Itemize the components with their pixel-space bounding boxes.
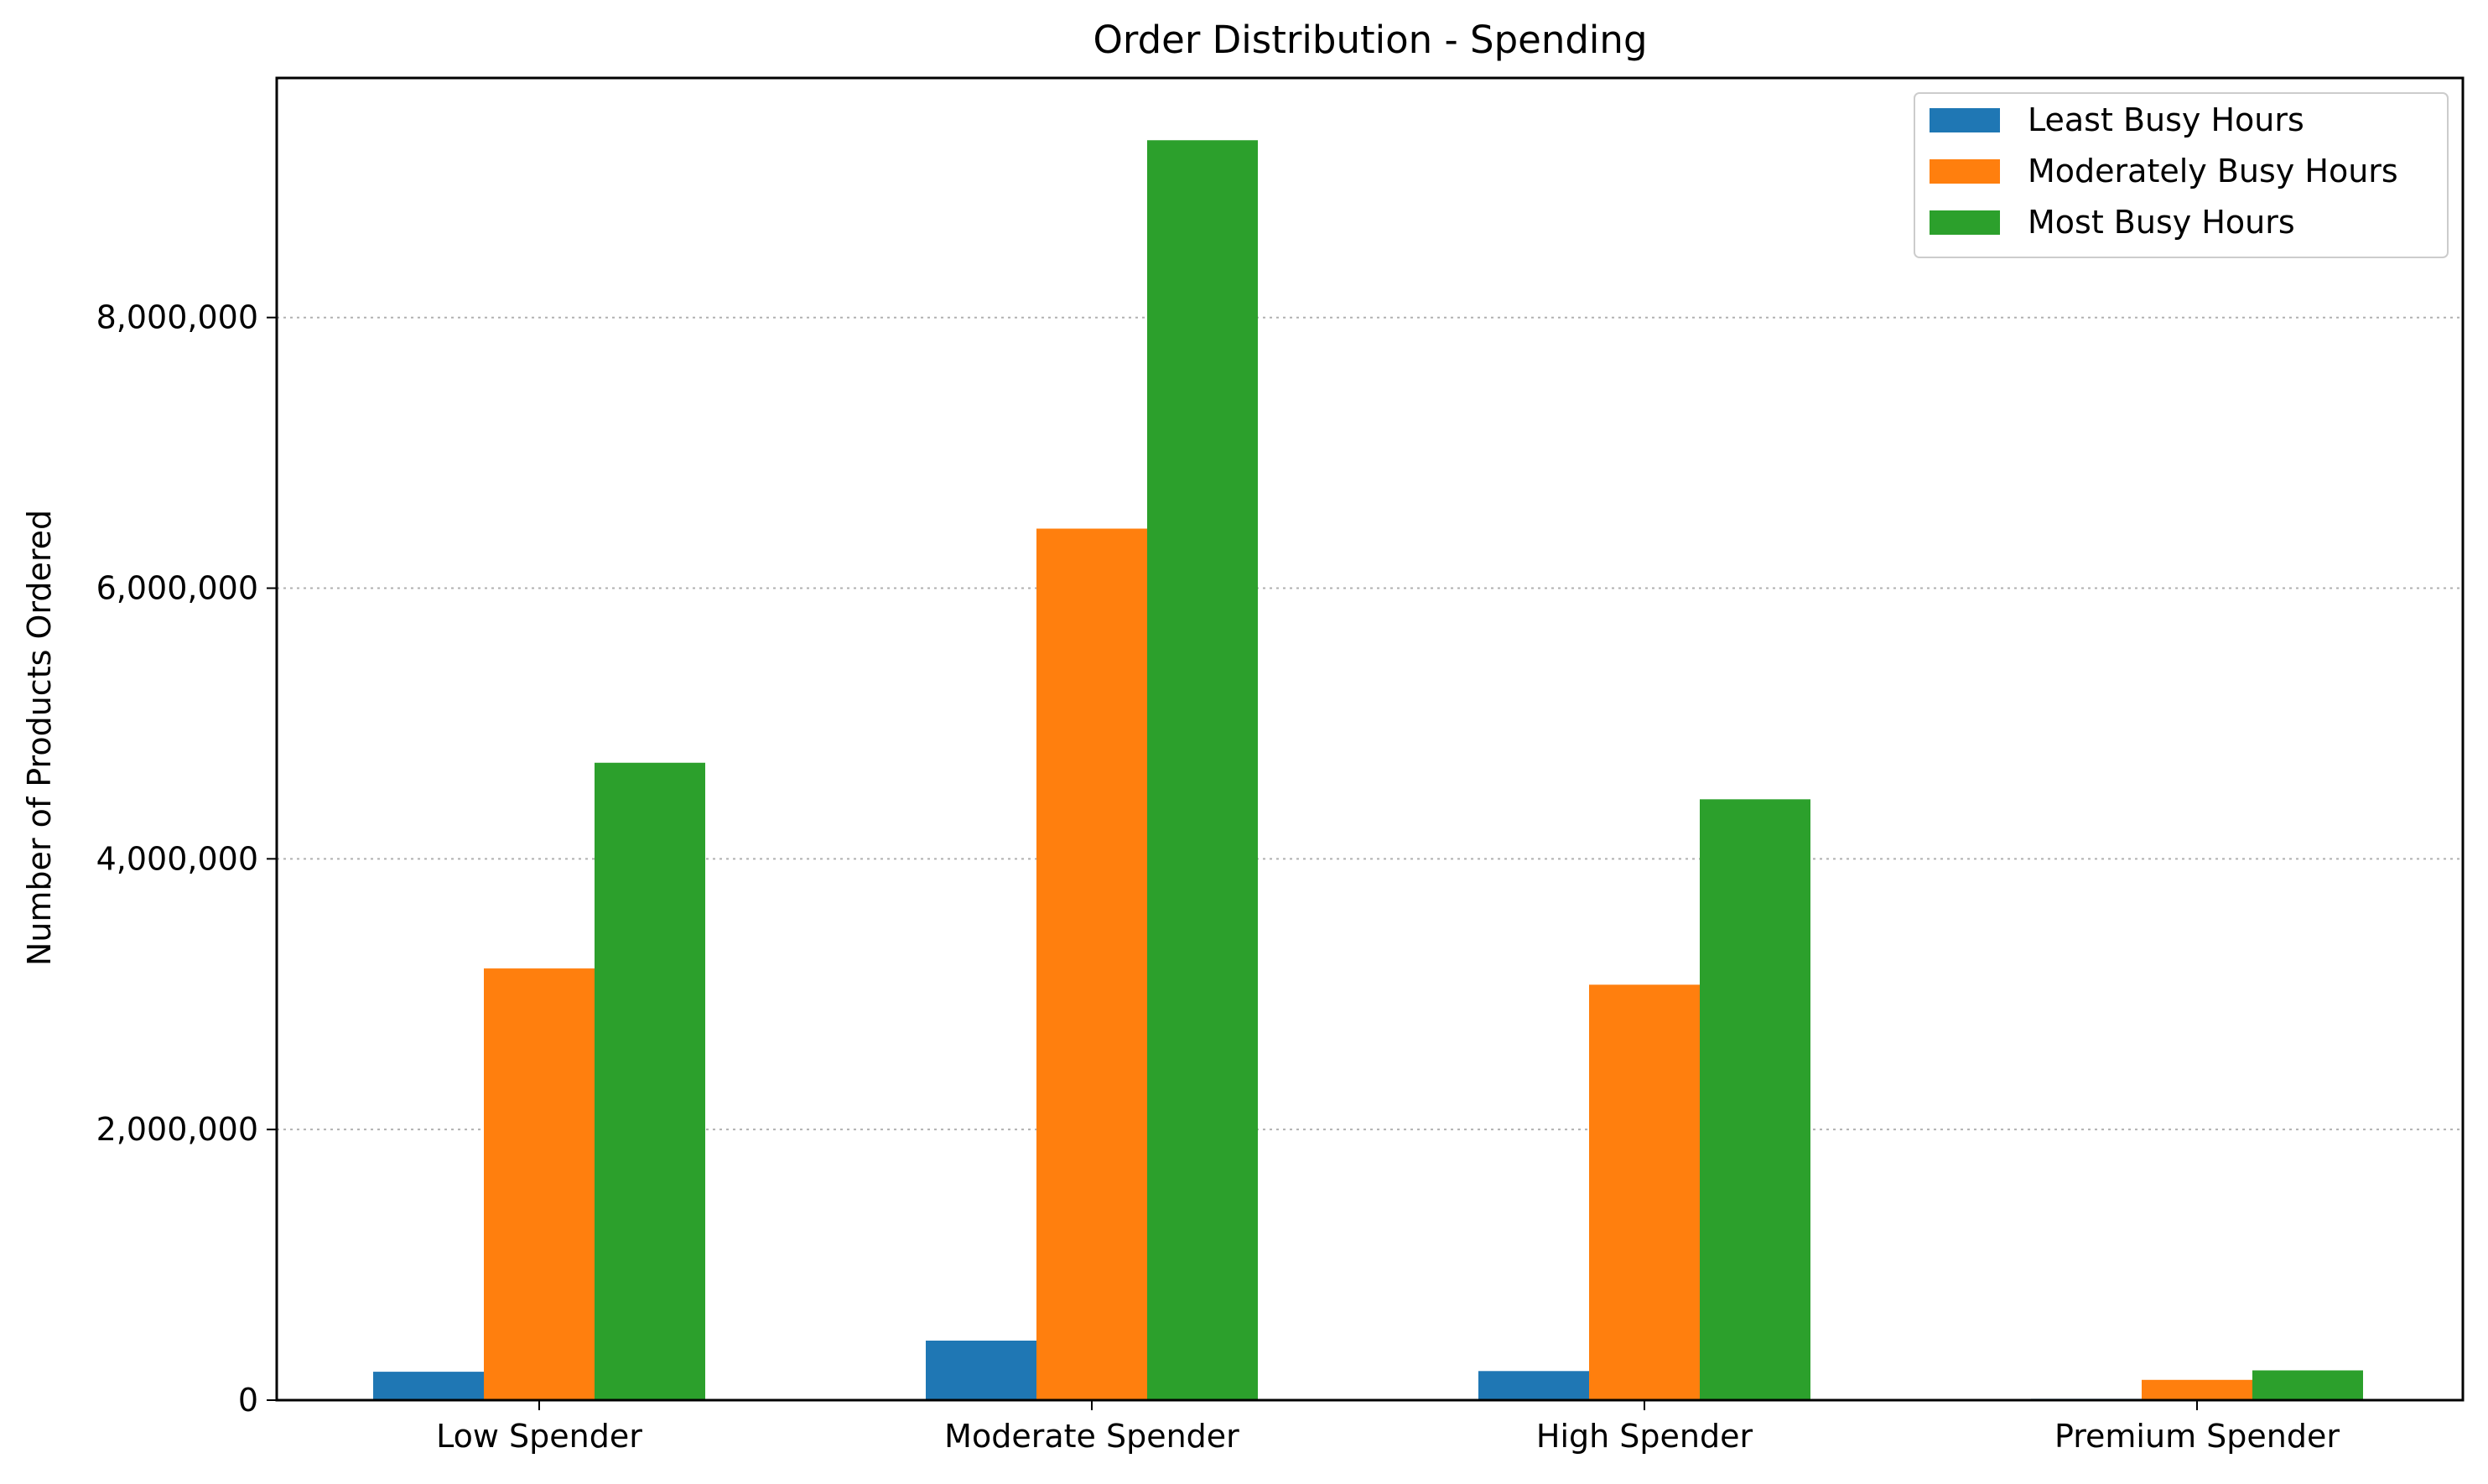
legend: Least Busy Hours Moderately Busy Hours Mos… <box>1914 92 2449 258</box>
legend-swatch <box>1930 108 2000 132</box>
bar-most-busy-hours-low-spender <box>595 762 705 1400</box>
x-axis: Low Spender Moderate Spender High Spender P… <box>436 1400 2340 1455</box>
bar-least-busy-hours-low-spender <box>373 1372 484 1400</box>
bar-least-busy-hours-high-spender <box>1478 1371 1589 1400</box>
chart-title: Order Distribution - Spending <box>1093 18 1647 62</box>
plot-frame <box>275 76 2465 1402</box>
legend-label: Least Busy Hours <box>2028 101 2304 138</box>
bar-most-busy-hours-high-spender <box>1700 799 1810 1400</box>
bar-moderately-busy-hours-moderate-spender <box>1036 528 1147 1400</box>
y-axis: 0 2,000,000 4,000,000 6,000,000 8,000,000 <box>96 299 277 1419</box>
x-tick-label: Low Spender <box>436 1418 642 1455</box>
legend-label: Most Busy Hours <box>2028 204 2295 241</box>
bars <box>373 140 2363 1400</box>
legend-swatch <box>1930 159 2000 184</box>
bar-moderately-busy-hours-low-spender <box>484 968 595 1400</box>
bar-most-busy-hours-premium-spender <box>2252 1370 2363 1400</box>
legend-swatch <box>1930 210 2000 235</box>
y-axis-label: Number of Products Ordered <box>21 510 58 966</box>
y-tick-label: 2,000,000 <box>96 1111 258 1148</box>
bar-least-busy-hours-moderate-spender <box>926 1340 1036 1400</box>
bar-most-busy-hours-moderate-spender <box>1147 140 1258 1400</box>
legend-label: Moderately Busy Hours <box>2028 153 2398 189</box>
x-tick-label: Premium Spender <box>2054 1418 2340 1455</box>
x-tick-label: High Spender <box>1536 1418 1753 1455</box>
bar-moderately-busy-hours-high-spender <box>1589 984 1700 1400</box>
y-tick-label: 0 <box>238 1382 258 1419</box>
bar-moderately-busy-hours-premium-spender <box>2142 1379 2252 1400</box>
y-tick-label: 8,000,000 <box>96 299 258 336</box>
legend-frame <box>1914 92 2449 258</box>
y-tick-label: 4,000,000 <box>96 840 258 877</box>
y-tick-label: 6,000,000 <box>96 570 258 607</box>
x-tick-label: Moderate Spender <box>944 1418 1239 1455</box>
